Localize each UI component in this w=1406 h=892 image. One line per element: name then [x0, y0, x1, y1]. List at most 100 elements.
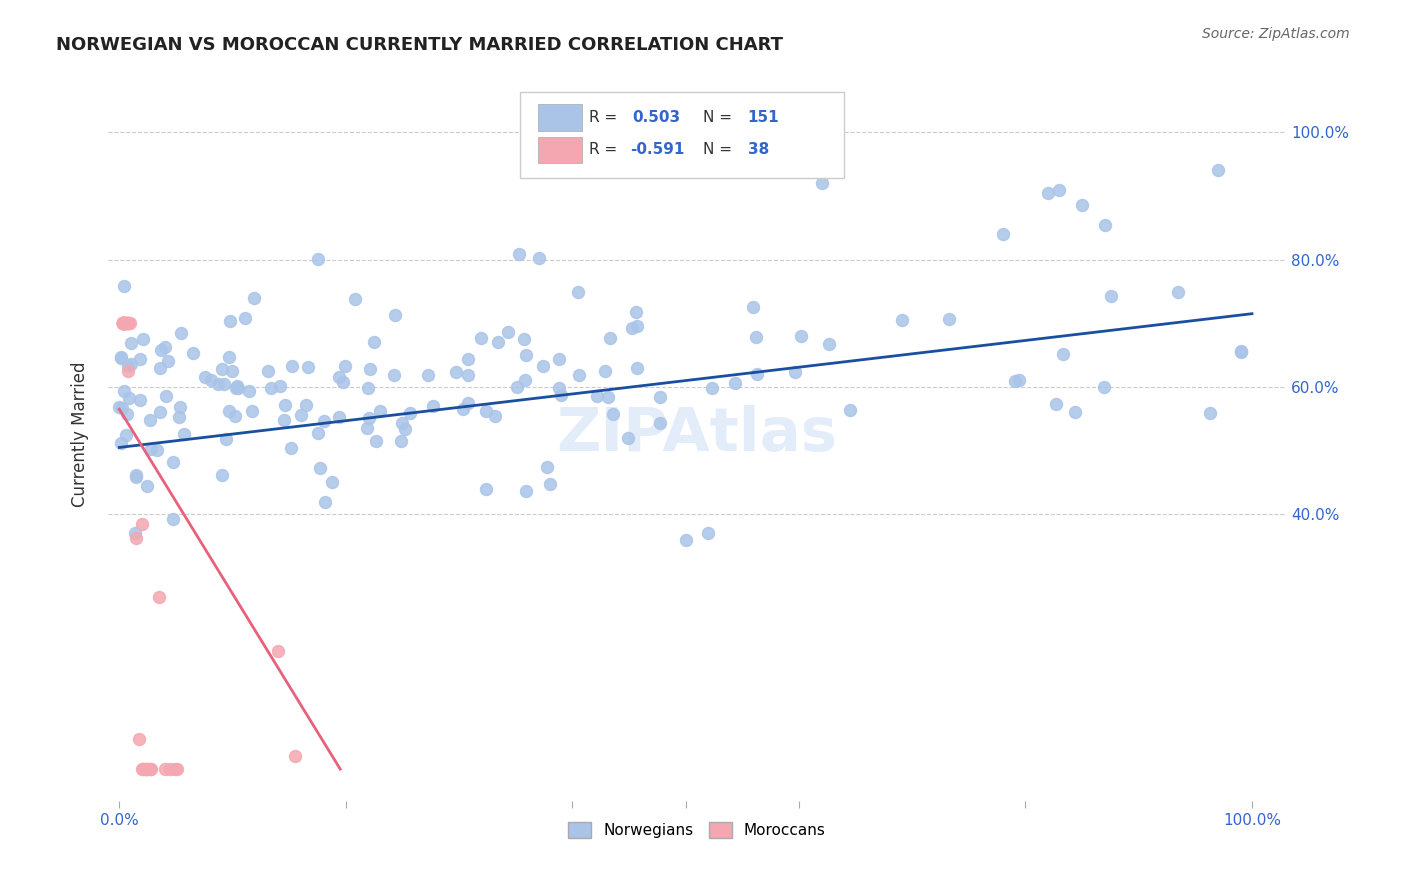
Point [697, 526, 720, 541]
Point [785, 365, 807, 379]
Point [110, 350, 132, 364]
Point [624, 305, 647, 319]
Point [112, 279, 135, 293]
Point [399, 407, 422, 421]
Point [389, 434, 412, 449]
Point [225, 380, 247, 394]
Point [125, 467, 148, 482]
Point [129, 352, 152, 367]
Point [307, 426, 329, 441]
Point [547, 351, 569, 366]
Point [506, 380, 529, 394]
Point [650, 416, 672, 430]
Point [146, 443, 169, 458]
Point [890, 313, 912, 327]
Text: N =: N = [703, 143, 737, 157]
Point [169, 400, 191, 414]
Point [357, 381, 380, 395]
Point [110, 436, 132, 450]
Point [593, 364, 616, 378]
Point [243, 291, 266, 305]
Point [111, 401, 134, 416]
Point [269, 379, 291, 393]
Point [366, 434, 388, 448]
Point [110, 351, 132, 365]
Point [422, 400, 444, 414]
Point [486, 334, 509, 349]
Point [115, 316, 138, 330]
Point [238, 384, 260, 398]
Point [257, 364, 280, 378]
Point [394, 422, 416, 436]
Point [1004, 374, 1026, 388]
Point [226, 379, 249, 393]
Point [200, 374, 222, 388]
Point [357, 410, 380, 425]
Point [328, 409, 350, 424]
Point [111, 316, 134, 330]
Point [128, 393, 150, 408]
Text: ZIPAtlas: ZIPAtlas [557, 405, 838, 464]
Point [240, 403, 263, 417]
Point [484, 409, 506, 424]
Point [132, 332, 155, 346]
Point [114, 316, 136, 330]
Point [211, 362, 233, 376]
Point [162, 455, 184, 469]
Point [218, 350, 240, 364]
Point [531, 359, 554, 373]
Point [475, 403, 498, 417]
Point [290, 408, 312, 422]
Point [391, 417, 413, 431]
Point [117, 316, 139, 330]
Point [169, 409, 191, 424]
Point [117, 364, 139, 378]
Point [111, 316, 134, 330]
Point [724, 376, 747, 391]
Point [470, 331, 492, 345]
Point [159, 762, 181, 776]
Point [173, 426, 195, 441]
Point [599, 331, 621, 345]
Point [515, 373, 537, 387]
Point [111, 316, 134, 330]
Point [312, 414, 335, 428]
Text: -0.591: -0.591 [630, 143, 685, 157]
Point [384, 308, 406, 322]
Point [333, 359, 356, 373]
Point [745, 330, 768, 344]
Point [416, 368, 439, 383]
Point [747, 367, 769, 381]
Point [508, 247, 530, 261]
Point [131, 762, 153, 776]
Point [314, 495, 336, 509]
Point [183, 346, 205, 360]
Point [321, 475, 343, 490]
Point [515, 348, 537, 362]
Point [111, 316, 134, 330]
Point [118, 392, 141, 406]
Point [332, 375, 354, 389]
FancyBboxPatch shape [538, 136, 582, 163]
Text: R =: R = [589, 110, 621, 125]
Point [284, 749, 307, 764]
Point [153, 762, 176, 776]
Point [166, 762, 188, 776]
Point [165, 762, 187, 776]
Point [112, 316, 135, 330]
Point [117, 316, 139, 330]
Point [457, 351, 479, 366]
Point [602, 407, 624, 421]
Point [139, 762, 162, 776]
Point [512, 333, 534, 347]
Point [368, 404, 391, 418]
Point [212, 376, 235, 391]
Point [550, 387, 572, 401]
Point [111, 316, 134, 330]
Point [810, 176, 832, 190]
Point [274, 398, 297, 412]
Point [451, 401, 474, 416]
Point [650, 390, 672, 404]
Point [384, 368, 406, 382]
FancyBboxPatch shape [538, 104, 582, 131]
